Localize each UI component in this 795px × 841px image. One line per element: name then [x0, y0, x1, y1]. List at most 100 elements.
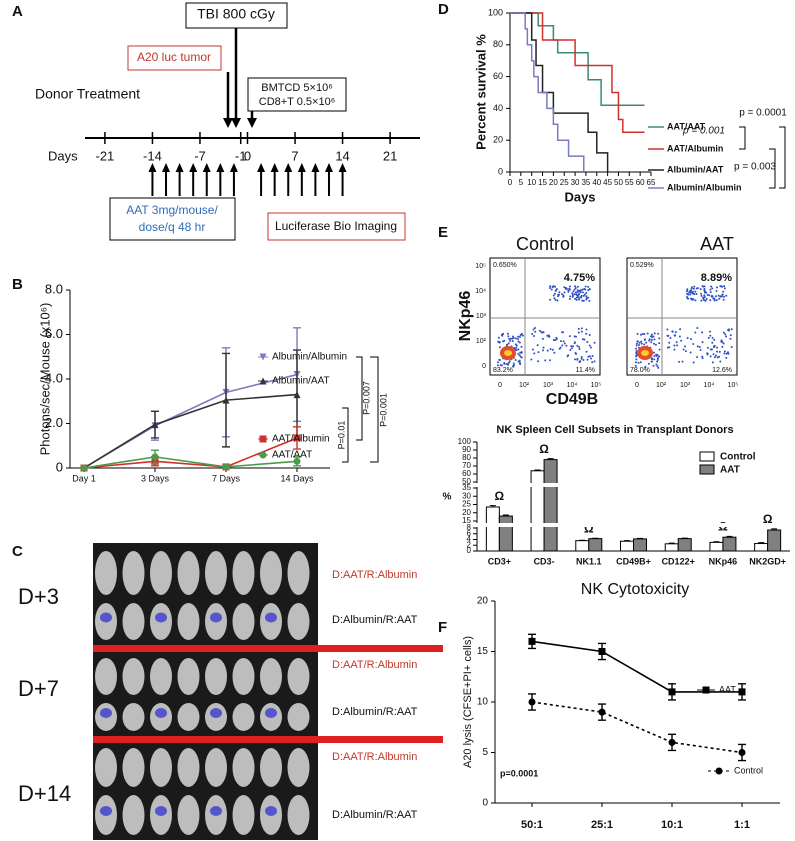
cell-dot: [723, 287, 726, 290]
cell-dot: [716, 346, 719, 349]
chart-title: NK Spleen Cell Subsets in Transplant Don…: [496, 424, 733, 436]
cell-dot: [722, 298, 725, 301]
cell-dot: [573, 341, 576, 344]
cell-dot: [554, 289, 557, 292]
legend-marker: [259, 435, 267, 443]
cell-dot: [548, 335, 551, 338]
mouse: [122, 603, 145, 640]
cell-dot: [640, 340, 643, 343]
y-tick-label: 6: [467, 529, 472, 538]
cell-dot: [568, 298, 571, 301]
point: [222, 463, 230, 471]
cell-dot: [568, 335, 571, 338]
cell-dot: [570, 347, 573, 350]
cell-dot: [684, 350, 687, 353]
cell-dot: [634, 361, 637, 364]
imaging-row-label: D+3: [18, 584, 59, 609]
separator: [93, 645, 443, 652]
arrow-head: [247, 118, 257, 128]
cell-dot: [671, 330, 674, 333]
tbi-label: TBI 800 cGy: [197, 6, 275, 22]
cell-dot: [576, 344, 579, 347]
cell-dot: [708, 294, 711, 297]
cell-dot: [648, 338, 651, 341]
error-bar: [758, 542, 765, 544]
cell-dot: [574, 291, 577, 294]
cell-dot: [507, 342, 510, 345]
cell-dot: [538, 329, 541, 332]
cell-dot: [709, 291, 712, 294]
cell-dot: [514, 359, 517, 362]
annotation: p = 0.003: [734, 162, 776, 173]
cell-dot: [569, 295, 572, 298]
flow-x-tick: 10²: [519, 382, 530, 389]
quadrant-label: 83.2%: [493, 367, 513, 374]
mouse: [177, 748, 200, 787]
cell-dot: [655, 353, 658, 356]
y-tick-label: 100: [488, 7, 503, 17]
quadrant-label: 0.650%: [493, 262, 517, 269]
cell-dot: [708, 330, 711, 333]
cell-dot: [577, 294, 580, 297]
cell-dot: [720, 295, 723, 298]
panel-label: E: [438, 224, 448, 241]
cell-dot: [518, 354, 521, 357]
annotation: p = 0.0001: [739, 108, 787, 119]
cell-dot: [637, 344, 640, 347]
error-bar: [547, 458, 554, 460]
cell-dot: [715, 354, 718, 357]
arrow-head: [231, 118, 241, 128]
cell-dot: [710, 285, 713, 288]
flow-x-tick: 10⁴: [704, 382, 715, 389]
cell-dot: [561, 331, 564, 334]
x-tick-label: 14 Days: [280, 473, 314, 483]
cell-dot: [519, 333, 522, 336]
error-bar: [726, 535, 733, 538]
cell-dot: [582, 359, 585, 362]
cell-dot: [569, 349, 572, 352]
cell-dot: [503, 362, 506, 365]
mouse: [95, 551, 117, 595]
x-tick-label: 0: [508, 178, 513, 187]
cell-dot: [515, 349, 518, 352]
cell-dot: [658, 348, 661, 351]
cell-dot: [725, 335, 728, 338]
x-tick-label: CD3+: [488, 556, 511, 566]
y-tick-label: 20: [477, 596, 489, 607]
cell-dot: [634, 347, 637, 350]
y-axis-label: Percent survival %: [473, 34, 488, 150]
cell-dot: [561, 344, 564, 347]
cell-dot: [512, 337, 515, 340]
y-tick-label: 20: [493, 135, 503, 145]
cell-dot: [553, 351, 556, 354]
cell-dot: [508, 337, 511, 340]
cell-dot: [729, 334, 732, 337]
donor-label: Donor Treatment: [35, 86, 140, 102]
cell-dot: [532, 328, 535, 331]
legend-label: AAT/Albumin: [272, 434, 330, 445]
cell-dot: [579, 289, 582, 292]
cell-dot: [702, 285, 705, 288]
y-tick-label: 2: [467, 540, 472, 549]
cell-dot: [555, 288, 558, 291]
cell-dot: [652, 364, 655, 367]
cell-dot: [550, 288, 553, 291]
bracket: [342, 407, 349, 463]
cell-dot: [517, 335, 520, 338]
cell-dot: [679, 328, 682, 331]
cell-dot: [701, 331, 704, 334]
legend-marker: [259, 353, 267, 361]
cell-dot: [586, 340, 589, 343]
cell-dot: [673, 334, 676, 337]
mouse: [150, 748, 172, 787]
cell-dot: [700, 299, 703, 302]
cell-dot: [724, 333, 727, 336]
y-tick-label: 90: [462, 445, 471, 454]
point: [528, 637, 536, 645]
bar: [633, 538, 647, 552]
cell-dot: [541, 337, 544, 340]
cell-dot: [640, 342, 643, 345]
mouse: [260, 551, 282, 595]
cell-dot: [706, 352, 709, 355]
cell-dot: [549, 285, 552, 288]
